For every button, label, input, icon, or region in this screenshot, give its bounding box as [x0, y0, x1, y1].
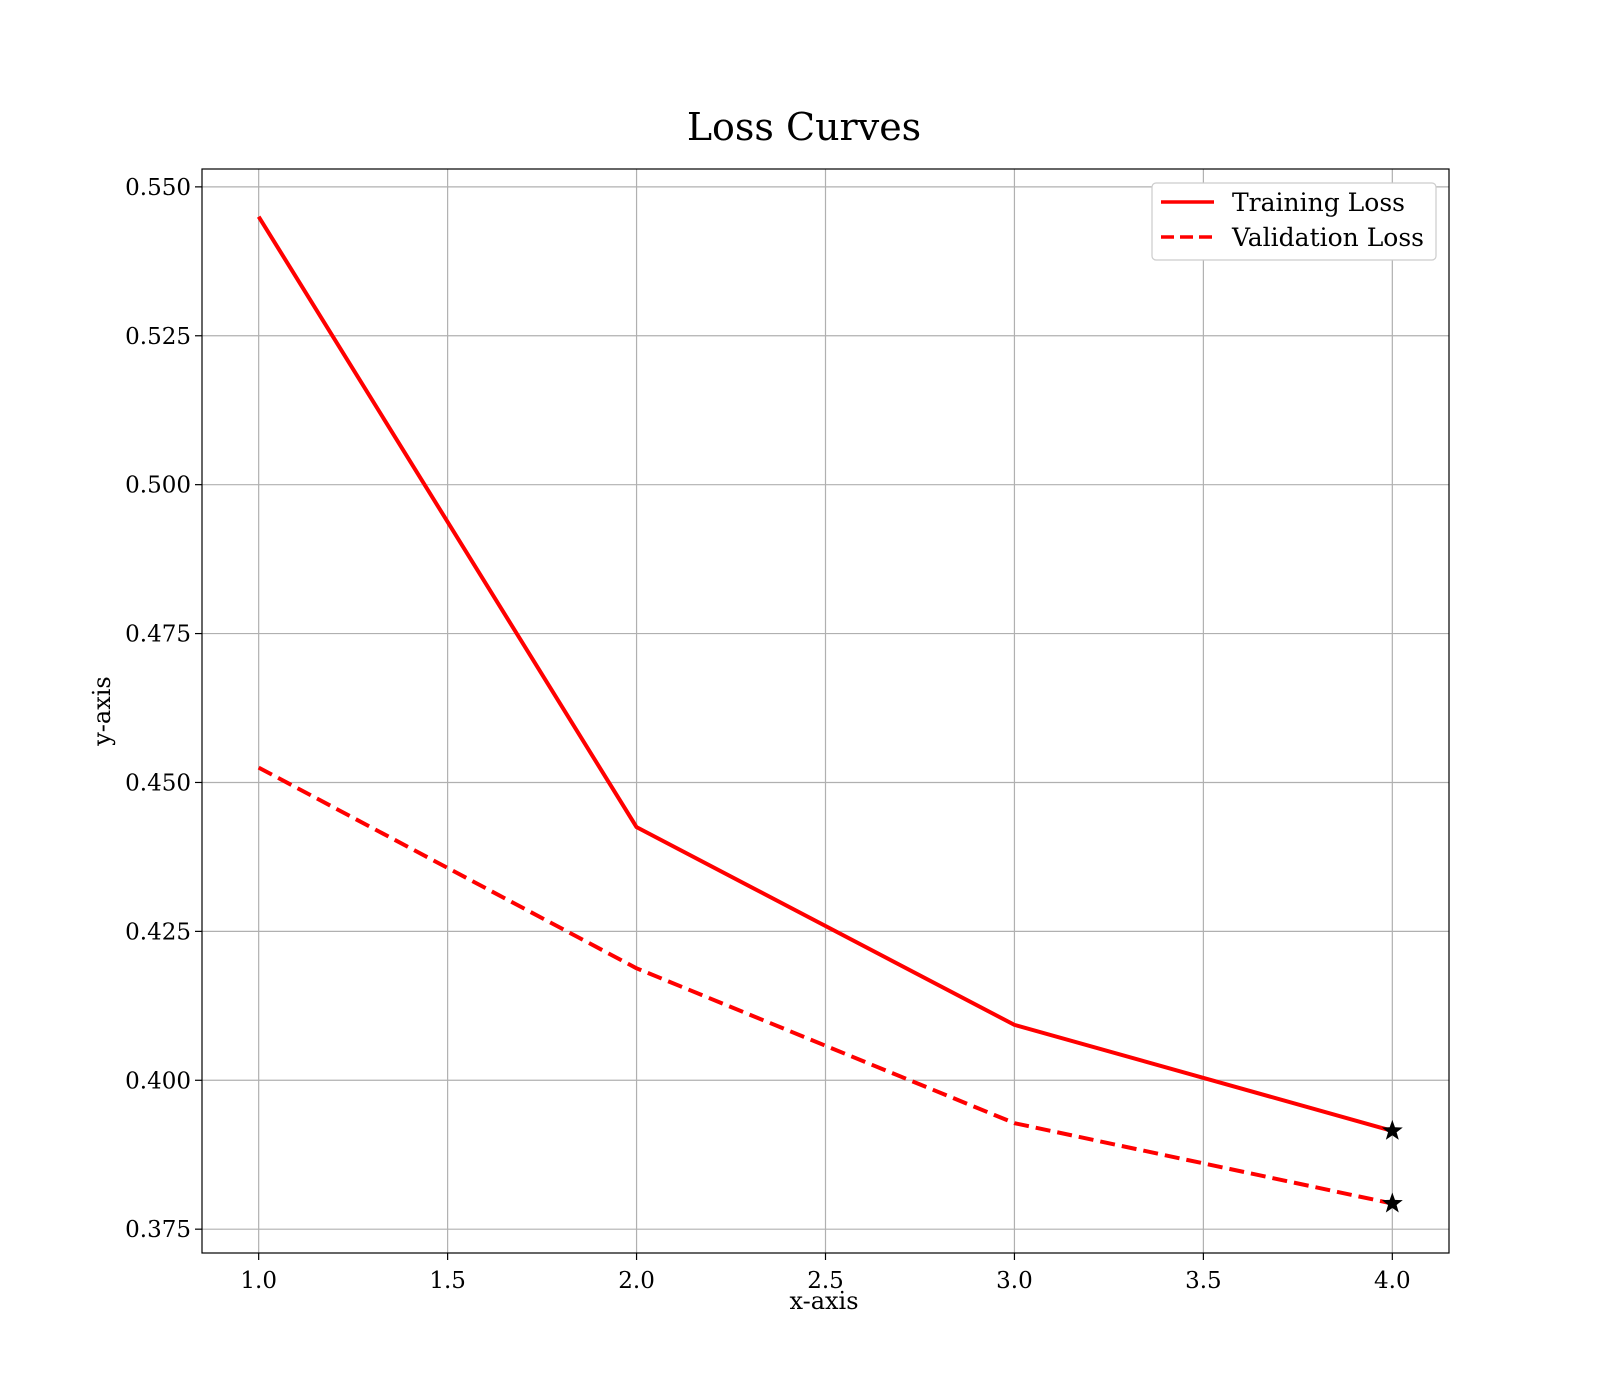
series-layer [256, 215, 1403, 1213]
grid-lines [202, 169, 1449, 1253]
series-end-marker-training-loss [1381, 1119, 1403, 1140]
legend-label-validation-loss: Validation Loss [1231, 223, 1424, 252]
y-tick-label: 0.500 [125, 473, 191, 499]
y-tick-label: 0.450 [125, 770, 191, 796]
x-tick-label: 2.5 [807, 1268, 844, 1294]
y-tick-label: 0.375 [125, 1217, 191, 1243]
x-tick-label: 3.5 [1185, 1268, 1222, 1294]
series-end-marker-validation-loss [1381, 1192, 1403, 1213]
x-axis-title: x-axis [789, 1287, 858, 1315]
chart-title: Loss Curves [687, 105, 921, 149]
x-tick-label: 2.0 [618, 1268, 655, 1294]
y-tick-label: 0.400 [125, 1068, 191, 1094]
x-tick-label: 1.5 [429, 1268, 466, 1294]
y-tick-label: 0.550 [125, 175, 191, 201]
y-axis-title: y-axis [88, 676, 116, 747]
x-tick-label: 1.0 [240, 1268, 277, 1294]
series-line-training-loss [256, 215, 1393, 1133]
legend-frame [1151, 182, 1437, 261]
legend-label-training-loss: Training Loss [1232, 188, 1405, 217]
tick-marks [195, 186, 1393, 1260]
y-tick-label: 0.425 [125, 919, 191, 945]
x-tick-label: 3.0 [996, 1268, 1033, 1294]
x-tick-labels: 1.0 1.5 2.0 2.5 3.0 3.5 4.0 [240, 1268, 1410, 1294]
x-tick-label: 4.0 [1374, 1268, 1411, 1294]
legend: Training Loss Validation Loss [1151, 182, 1437, 261]
y-tick-label: 0.475 [125, 622, 191, 648]
y-tick-label: 0.525 [125, 324, 191, 350]
y-tick-labels: 0.375 0.400 0.425 0.450 0.475 0.500 0.525 0.550 [125, 175, 191, 1243]
